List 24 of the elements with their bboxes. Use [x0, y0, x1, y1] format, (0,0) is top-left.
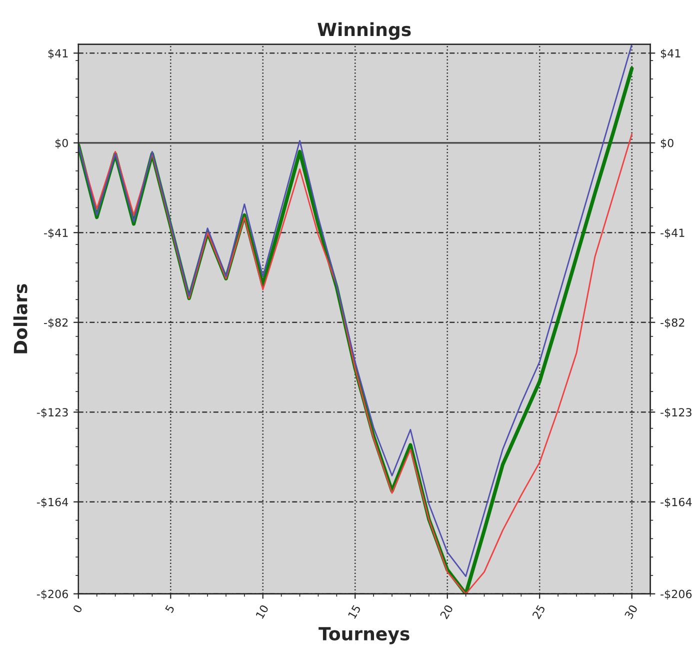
y2-tick-label: $0 — [660, 138, 674, 149]
x-tick-label: 25 — [532, 604, 546, 620]
y2-tick-label: -$123 — [660, 408, 692, 418]
x-tick-label: 15 — [348, 604, 361, 620]
y-tick-label: -$41 — [44, 228, 68, 238]
chart-title: Winnings — [318, 22, 411, 40]
y2-tick-label: -$164 — [660, 498, 692, 508]
y-tick-label: -$206 — [36, 590, 68, 600]
y-axis-title: Dollars — [13, 284, 28, 354]
y-tick-label: $0 — [55, 138, 68, 149]
x-tick-label: 20 — [440, 604, 454, 620]
y-tick-label: $41 — [48, 48, 68, 59]
y-tick-label: -$123 — [36, 408, 68, 418]
x-tick-label: 0 — [72, 604, 83, 614]
y2-tick-label: -$206 — [660, 590, 692, 600]
x-tick-label: 5 — [164, 604, 175, 614]
y-tick-label: -$164 — [36, 498, 68, 508]
y-tick-label: -$82 — [44, 318, 68, 328]
x-tick-label: 30 — [624, 604, 638, 620]
x-axis-title: Tourneys — [318, 627, 410, 644]
y2-tick-label: -$41 — [660, 228, 684, 238]
y2-tick-label: $41 — [660, 48, 680, 59]
y2-tick-label: -$82 — [660, 318, 684, 328]
x-tick-label: 10 — [255, 604, 269, 620]
